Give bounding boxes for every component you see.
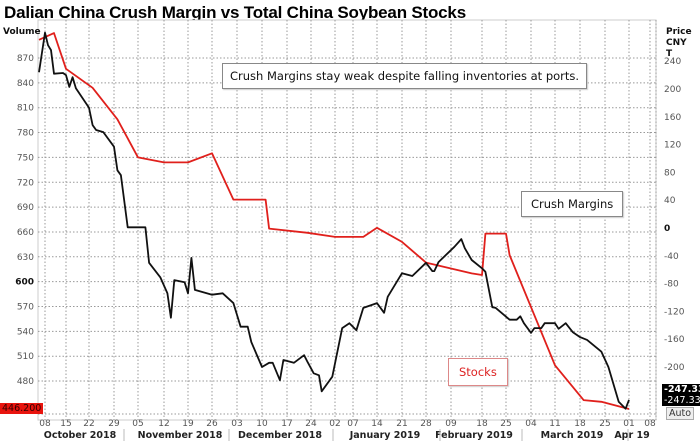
auto-scale-button[interactable]: Auto xyxy=(666,407,695,420)
x-tick-label: 26 xyxy=(206,419,218,429)
left-tick-label: 750 xyxy=(17,153,34,163)
x-tick-label: 19 xyxy=(182,419,194,429)
left-tick-label: 870 xyxy=(17,54,34,64)
right-last-value-tag: -247.33 xyxy=(662,384,700,395)
x-tick-label: 28 xyxy=(420,419,432,429)
left-tick-label: 570 xyxy=(17,303,34,313)
left-tick-label: 780 xyxy=(17,129,34,139)
right-tick-label: 200 xyxy=(664,85,681,95)
stocks-label: Stocks xyxy=(448,358,508,386)
left-axis-label: Volume xyxy=(3,27,41,37)
x-tick-label: 11 xyxy=(549,419,560,429)
x-tick-label: 08 xyxy=(644,419,656,429)
crush-margins-label: Crush Margins xyxy=(521,191,624,217)
month-label: January 2019 xyxy=(349,430,421,441)
x-tick-label: 22 xyxy=(83,419,94,429)
right-axis-label: T xyxy=(666,49,673,59)
x-tick-label: 04 xyxy=(525,419,537,429)
x-tick-label: 14 xyxy=(371,419,383,429)
right-tick-label: -200 xyxy=(664,363,685,373)
month-label: December 2018 xyxy=(238,430,322,441)
x-tick-label: 05 xyxy=(132,419,143,429)
x-tick-label: 02 xyxy=(329,419,340,429)
left-tick-label: 690 xyxy=(17,203,34,213)
x-tick-label: 08 xyxy=(39,419,51,429)
x-tick-label: 29 xyxy=(108,419,120,429)
right-tick-label: -80 xyxy=(664,280,679,290)
x-tick-label: 21 xyxy=(396,419,407,429)
right-tick-label: -40 xyxy=(664,252,679,262)
x-tick-label: 01 xyxy=(623,419,634,429)
right-tick-label: 120 xyxy=(664,141,681,151)
left-tick-label: 540 xyxy=(17,327,34,337)
month-label: November 2018 xyxy=(138,430,223,441)
left-tick-label: 630 xyxy=(17,253,34,263)
x-tick-label: 15 xyxy=(60,419,71,429)
right-tick-label: 40 xyxy=(664,196,676,206)
month-label: October 2018 xyxy=(44,430,117,441)
x-tick-label: 25 xyxy=(500,419,511,429)
left-last-value-tag: 446.200 xyxy=(0,403,44,414)
month-label: March 2019 xyxy=(541,430,604,441)
left-tick-label: 600 xyxy=(15,278,34,288)
right-tick-label: -160 xyxy=(664,335,685,345)
right-tick-label: 80 xyxy=(664,168,676,178)
month-label: February 2019 xyxy=(435,430,513,441)
left-tick-label: 810 xyxy=(17,104,34,114)
right-axis-label: Price xyxy=(666,27,692,37)
x-tick-label: 10 xyxy=(256,419,268,429)
left-tick-label: 510 xyxy=(17,352,34,362)
x-tick-label: 17 xyxy=(281,419,292,429)
headline-annotation: Crush Margins stay weak despite falling … xyxy=(222,63,588,89)
left-tick-label: 840 xyxy=(17,79,34,89)
x-tick-label: 03 xyxy=(231,419,242,429)
x-tick-label: 07 xyxy=(347,419,358,429)
month-label: Apr 19 xyxy=(614,430,649,441)
x-tick-label: 18 xyxy=(476,419,488,429)
x-tick-label: 09 xyxy=(445,419,457,429)
chart-title: Dalian China Crush Margin vs Total China… xyxy=(4,3,466,22)
x-tick-label: 18 xyxy=(574,419,586,429)
left-tick-label: 720 xyxy=(17,178,34,188)
series-line-crush-margins xyxy=(38,31,630,410)
right-tick-label: -120 xyxy=(664,307,685,317)
right-last-price-tag: -247.33 xyxy=(662,395,700,406)
right-tick-label: 0 xyxy=(664,224,670,234)
right-tick-label: 160 xyxy=(664,113,681,123)
x-tick-label: 25 xyxy=(599,419,610,429)
left-tick-label: 480 xyxy=(17,377,34,387)
series-line-stocks xyxy=(38,32,630,410)
right-axis-label: CNY xyxy=(666,38,687,48)
x-tick-label: 12 xyxy=(158,419,169,429)
left-tick-label: 660 xyxy=(17,228,34,238)
x-tick-label: 24 xyxy=(305,419,317,429)
right-tick-label: 240 xyxy=(664,57,681,67)
